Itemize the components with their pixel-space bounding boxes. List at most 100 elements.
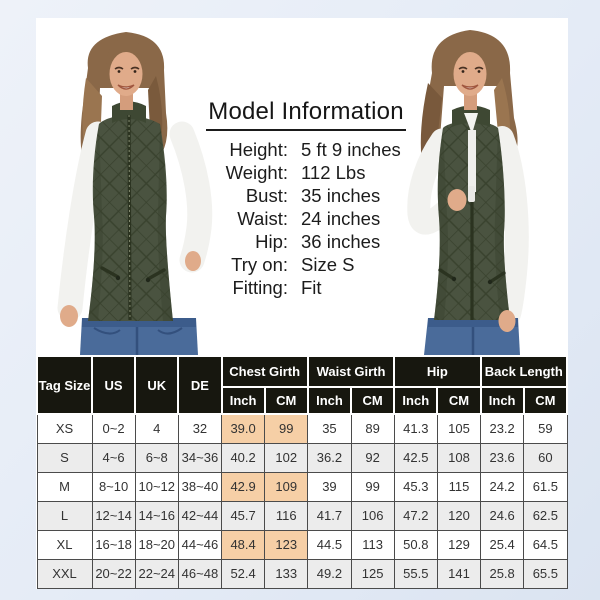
- cell-de: 46~48: [177, 558, 223, 590]
- cell-uk: 14~16: [134, 500, 179, 531]
- content-area: Model Information Height: 5 ft 9 inches …: [36, 18, 569, 590]
- header-de: DE: [177, 355, 223, 415]
- cell-waist-cm: 99: [350, 471, 395, 502]
- cell-waist-inch: 41.7: [307, 500, 352, 531]
- cell-chest-inch: 42.9: [221, 471, 266, 502]
- model-info-value: Size S: [301, 254, 355, 275]
- cell-tag-size: XL: [36, 529, 93, 560]
- cell-de: 32: [177, 413, 223, 444]
- cell-waist-inch: 49.2: [307, 558, 352, 590]
- model-info-label: Height:: [229, 139, 288, 160]
- cell-hip-cm: 115: [436, 471, 482, 502]
- cell-hip-inch: 42.5: [393, 442, 438, 473]
- cell-back-inch: 25.8: [480, 558, 525, 590]
- shirt-visible-at-collar: [464, 113, 478, 134]
- hand-left: [498, 310, 516, 332]
- cell-uk: 10~12: [134, 471, 179, 502]
- model-info-value: Fit: [301, 277, 322, 298]
- face: [106, 38, 146, 96]
- cell-chest-cm: 102: [264, 442, 309, 473]
- model-info-label: Waist:: [237, 208, 288, 229]
- pocket-zips: [100, 266, 166, 281]
- header-hip: Hip: [393, 355, 482, 388]
- cell-chest-inch: 52.4: [221, 558, 266, 590]
- header-back-cm: CM: [522, 386, 569, 415]
- model-info-value: 36 inches: [301, 231, 381, 252]
- cell-back-cm: 61.5: [523, 471, 568, 502]
- model-info-value: 112 Lbs: [301, 162, 366, 183]
- cell-uk: 18~20: [134, 529, 179, 560]
- cell-waist-cm: 125: [350, 558, 395, 590]
- sleeve-left: [490, 126, 529, 326]
- sleeve-right-raised: [407, 128, 460, 235]
- cell-hip-cm: 141: [436, 558, 482, 590]
- cell-chest-inch: 40.2: [221, 442, 266, 473]
- cell-back-inch: 23.6: [480, 442, 525, 473]
- cell-de: 34~36: [177, 442, 223, 473]
- cell-hip-cm: 120: [436, 500, 482, 531]
- cell-uk: 6~8: [134, 442, 179, 473]
- model-info-label: Fitting:: [232, 277, 288, 298]
- size-table-row: L 12~14 14~16 42~44 45.7 116 41.7 106 47…: [36, 500, 568, 531]
- header-back-inch: Inch: [479, 386, 525, 415]
- size-table-row: XL 16~18 18~20 44~46 48.4 123 44.5 113 5…: [36, 529, 568, 560]
- pocket-zips: [438, 268, 506, 284]
- cell-de: 42~44: [177, 500, 223, 531]
- cell-waist-inch: 35: [307, 413, 352, 444]
- cell-hip-inch: 41.3: [393, 413, 438, 444]
- header-back-length: Back Length: [479, 355, 569, 388]
- header-chest-girth: Chest Girth: [220, 355, 309, 388]
- cell-de: 38~40: [177, 471, 223, 502]
- size-table-row: S 4~6 6~8 34~36 40.2 102 36.2 92 42.5 10…: [36, 442, 568, 473]
- jeans: [80, 318, 198, 355]
- cell-back-inch: 25.4: [480, 529, 525, 560]
- cell-chest-inch: 48.4: [221, 529, 266, 560]
- model-info-row: Try on: Size S: [184, 253, 428, 276]
- header-hip-inch: Inch: [393, 386, 439, 415]
- model-photos: [36, 18, 568, 355]
- cell-back-cm: 59: [523, 413, 568, 444]
- model-info-row: Fitting: Fit: [184, 276, 428, 299]
- header-us: US: [90, 355, 137, 415]
- model-info-panel: Model Information Height: 5 ft 9 inches …: [184, 98, 428, 299]
- model-info-row: Hip: 36 inches: [184, 230, 428, 253]
- cell-back-inch: 24.6: [480, 500, 525, 531]
- model-info-value: 24 inches: [301, 208, 381, 229]
- cell-waist-cm: 113: [350, 529, 395, 560]
- cell-tag-size: L: [36, 500, 93, 531]
- cell-back-inch: 24.2: [480, 471, 525, 502]
- header-chest-cm: CM: [263, 386, 309, 415]
- header-uk: UK: [134, 355, 180, 415]
- cell-waist-inch: 39: [307, 471, 352, 502]
- zipper-pull: [468, 186, 475, 202]
- model-info-title: Model Information: [206, 98, 406, 131]
- cell-back-cm: 62.5: [523, 500, 568, 531]
- cell-chest-inch: 39.0: [221, 413, 266, 444]
- hand-pulling-zipper: [447, 189, 467, 211]
- cell-chest-cm: 109: [264, 471, 309, 502]
- zipper-placket: [468, 130, 476, 192]
- hand-right-in-pocket: [185, 251, 201, 271]
- cell-back-cm: 64.5: [523, 529, 568, 560]
- cell-back-inch: 23.2: [480, 413, 525, 444]
- hand-left: [60, 305, 78, 327]
- cell-tag-size: XS: [36, 413, 93, 444]
- model-info-label: Hip:: [255, 231, 288, 252]
- cell-chest-cm: 116: [264, 500, 309, 531]
- cell-waist-inch: 44.5: [307, 529, 352, 560]
- cell-hip-inch: 55.5: [393, 558, 438, 590]
- cell-us: 16~18: [91, 529, 136, 560]
- model-info-label: Try on:: [231, 254, 288, 275]
- model-info-row: Weight: 112 Lbs: [184, 161, 428, 184]
- jeans: [424, 318, 520, 355]
- header-tag-size: Tag Size: [36, 355, 93, 415]
- size-chart-table: Tag Size US UK DE Chest Girth Waist Girt…: [36, 355, 569, 590]
- cell-tag-size: M: [36, 471, 93, 502]
- cell-chest-inch: 45.7: [221, 500, 266, 531]
- size-table-row: XS 0~2 4 32 39.0 99 35 89 41.3 105 23.2 …: [36, 413, 568, 444]
- header-hip-cm: CM: [436, 386, 482, 415]
- model-info-rows: Height: 5 ft 9 inches Weight: 112 Lbs Bu…: [184, 138, 428, 299]
- sleeve-left: [57, 121, 111, 321]
- cell-hip-inch: 50.8: [393, 529, 438, 560]
